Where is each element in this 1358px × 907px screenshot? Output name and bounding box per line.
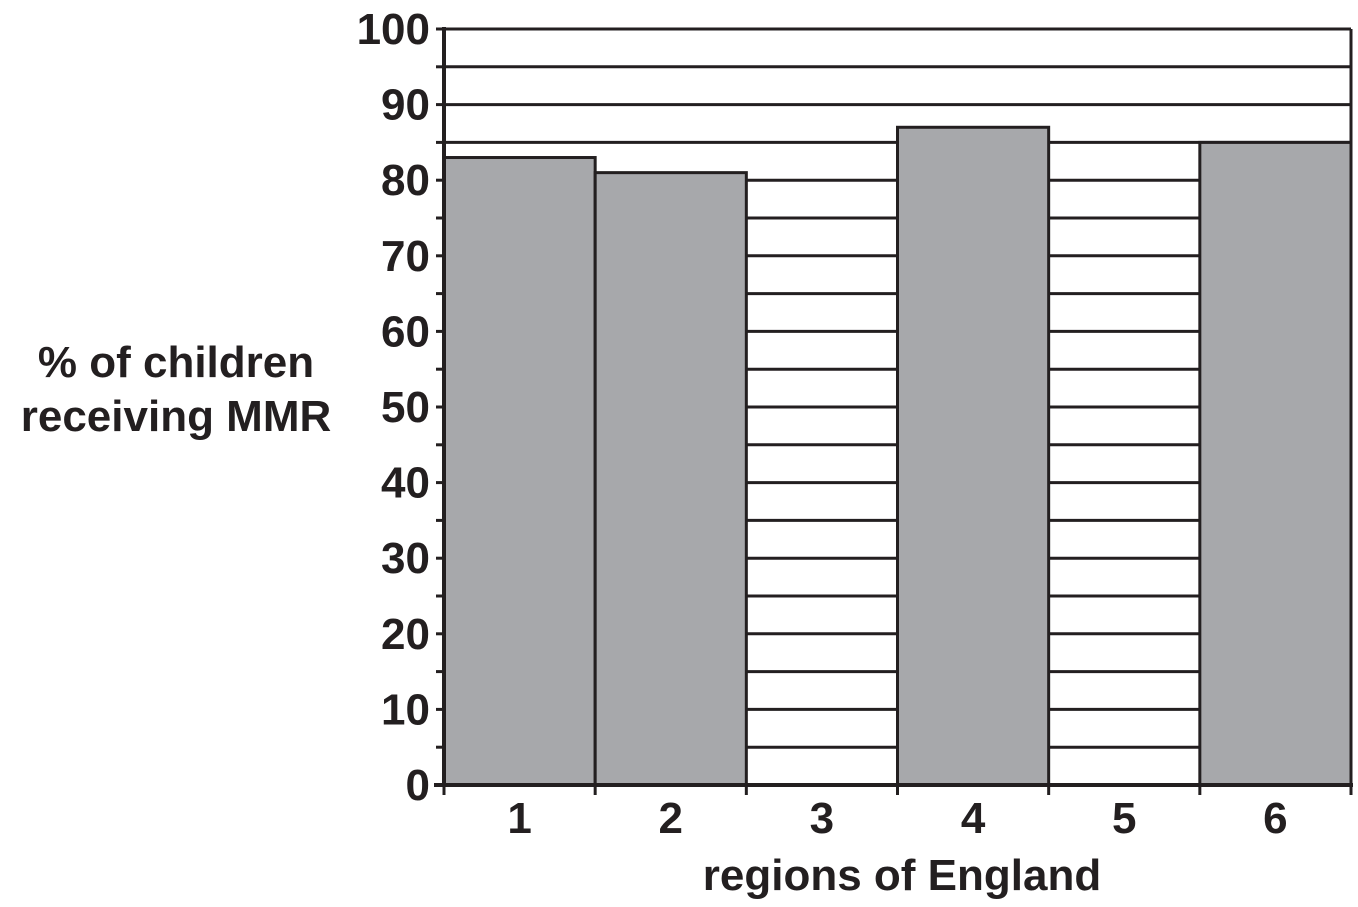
x-tick-label: 3 xyxy=(810,794,834,843)
x-axis-label: regions of England xyxy=(703,851,1101,900)
axes xyxy=(434,27,1353,795)
y-tick-label: 0 xyxy=(406,761,430,810)
bar-region-4 xyxy=(896,125,1051,787)
y-tick-label: 70 xyxy=(381,232,430,281)
y-tick-label: 20 xyxy=(381,610,430,659)
y-tick-label: 100 xyxy=(357,5,430,54)
y-tick-label: 80 xyxy=(381,156,430,205)
y-axis-label-line-1: % of children xyxy=(37,338,315,387)
x-tick-labels: 1 2 3 4 5 6 xyxy=(507,794,1287,843)
x-tick-label: 1 xyxy=(507,794,531,843)
bar-region-2 xyxy=(593,171,748,787)
y-tick-label: 10 xyxy=(381,685,430,734)
bars xyxy=(442,125,1353,787)
x-tick-label: 4 xyxy=(961,794,986,843)
y-tick-label: 40 xyxy=(381,459,430,508)
y-tick-label: 30 xyxy=(381,534,430,583)
y-axis-label: % of children receiving MMR xyxy=(0,336,352,444)
y-tick-labels: 0 10 20 30 40 50 60 70 80 90 100 xyxy=(357,5,430,810)
y-tick-label: 50 xyxy=(381,383,430,432)
x-tick-label: 5 xyxy=(1112,794,1136,843)
y-axis-label-line-2: receiving MMR xyxy=(20,392,332,441)
bar-region-6 xyxy=(1198,140,1353,787)
y-tick-label: 90 xyxy=(381,81,430,130)
x-tick-label: 2 xyxy=(659,794,683,843)
x-tick-label: 6 xyxy=(1263,794,1287,843)
y-tick-label: 60 xyxy=(381,307,430,356)
bar-region-1 xyxy=(442,156,597,787)
